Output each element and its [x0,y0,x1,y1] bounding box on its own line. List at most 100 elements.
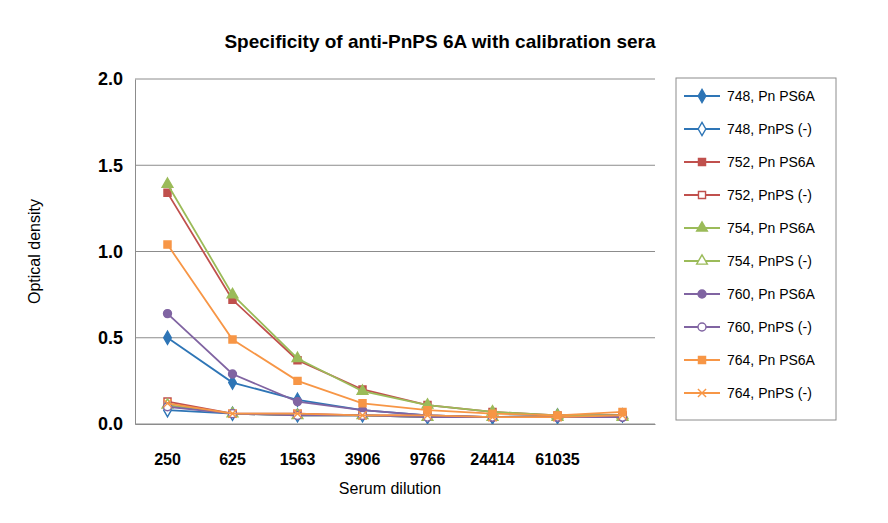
legend-marker [698,158,705,165]
series-line [168,314,623,418]
data-point [487,411,498,420]
legend-entry: 754, Pn PS6A [684,220,816,236]
y-tick: 2.0 [98,69,135,89]
legend-marker [698,290,706,298]
y-tick: 0.0 [98,414,135,434]
series-line [168,193,623,416]
data-point [164,310,172,318]
legend-marker [697,222,708,231]
series-line [168,184,623,415]
chart: Specificity of anti-PnPS 6A with calibra… [0,0,888,523]
legend-marker [698,323,706,331]
data-point [553,413,561,421]
data-point [164,331,172,344]
x-tick: 250 [154,424,181,468]
data-point [293,410,301,418]
x-tick: 1563 [280,424,316,468]
legend-label: 764, PnPS (-) [727,385,812,401]
y-tick: 1.0 [98,242,135,262]
x-tick: 625 [219,424,246,468]
y-tick-label: 0.5 [98,328,123,348]
data-point [294,393,302,406]
data-point [229,336,236,343]
grid-line [135,337,655,338]
data-point [294,398,302,406]
legend-entry: 760, PnPS (-) [684,319,812,335]
y-tick-label: 2.0 [98,69,123,89]
data-point [488,413,496,421]
x-axis-title: Serum dilution [339,480,441,497]
x-tick-label: 625 [219,451,246,468]
legend-label: 764, Pn PS6A [727,352,816,368]
y-tick-label: 1.0 [98,242,123,262]
series-line [168,338,623,417]
x-tick: 9766 [410,424,446,468]
x-tick-label: 3906 [345,451,381,468]
series-group [162,178,628,424]
data-point [618,411,626,419]
legend-marker [698,122,706,135]
legend-entry: 748, PnPS (-) [684,121,812,137]
x-tick-label: 1563 [280,451,316,468]
data-point [357,385,368,394]
data-point [358,411,366,419]
legend-marker [698,356,705,363]
legend-entry: 752, PnPS (-) [684,187,812,203]
legend-label: 752, PnPS (-) [727,187,812,203]
grid [135,79,655,424]
legend-entry: 764, Pn PS6A [684,352,816,368]
y-tick: 1.5 [98,156,135,176]
x-tick: 3906 [345,424,381,468]
y-tick-label: 0.0 [98,414,123,434]
x-tick-label: 24414 [470,451,515,468]
data-point [294,377,301,384]
x-axis-line [136,424,656,425]
legend-marker [697,255,708,264]
grid-line [135,424,655,425]
y-tick: 0.5 [98,328,135,348]
legend: 748, Pn PS6A 748, PnPS (-) 752, Pn PS6A 752… [676,78,836,420]
data-point [423,411,431,419]
data-point [228,410,236,418]
legend-label: 754, PnPS (-) [727,253,812,269]
legend-marker [698,191,705,198]
legend-label: 760, PnPS (-) [727,319,812,335]
data-point [164,241,171,248]
legend-box [676,78,836,420]
series-line [168,403,623,417]
grid-line [135,251,655,252]
legend-label: 754, Pn PS6A [727,220,816,236]
y-axis: 0.0 0.5 1.0 1.5 2.0 [98,69,136,434]
data-point [292,352,303,361]
legend-marker [698,89,706,102]
legend-entry: 752, Pn PS6A [684,154,816,170]
data-point [164,189,171,196]
x-tick-label: 61035 [535,451,580,468]
y-axis-title: Optical density [26,199,43,304]
y-axis-line [135,80,136,425]
data-point [227,288,238,297]
grid-line [135,165,655,166]
legend-entry: 748, Pn PS6A [684,88,816,104]
data-point [294,411,302,419]
data-point [163,399,171,407]
legend-entry: 754, PnPS (-) [684,253,812,269]
series-line [168,245,623,416]
data-point [359,400,366,407]
legend-marker [698,389,706,397]
data-point [294,409,302,422]
legend-label: 748, PnPS (-) [727,121,812,137]
legend-label: 752, Pn PS6A [727,154,816,170]
grid-line [135,79,655,80]
data-point [552,411,563,420]
legend-entry: 764, PnPS (-) [684,385,812,401]
legend-label: 760, Pn PS6A [727,286,816,302]
legend-entry: 760, Pn PS6A [684,286,816,302]
x-tick: 24414 [470,424,515,468]
x-axis: 250 625 1563 3906 9766 24414 61035 [136,424,656,468]
x-tick-label: 250 [154,451,181,468]
x-tick: 61035 [535,424,580,468]
x-tick-label: 9766 [410,451,446,468]
data-point [229,370,237,378]
title: Specificity of anti-PnPS 6A with calibra… [224,31,656,52]
